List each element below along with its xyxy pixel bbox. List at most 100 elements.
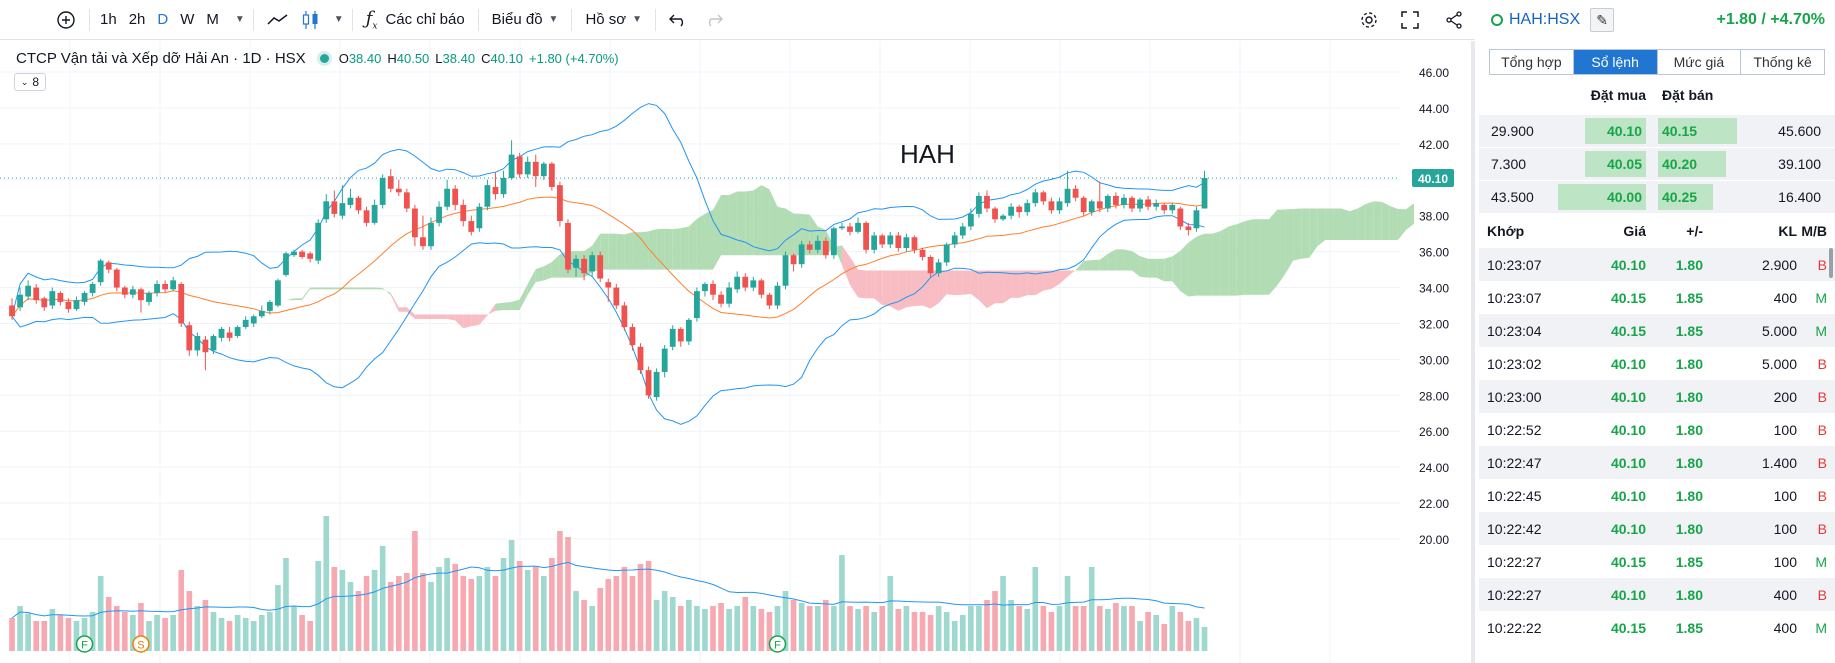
profile-menu-button[interactable]: Hồ sơ ▼ (576, 0, 651, 40)
candle-style-button[interactable] (298, 0, 324, 40)
share-button[interactable] (1431, 0, 1475, 40)
volume-bar (218, 618, 225, 651)
interval-m[interactable]: M (206, 11, 219, 28)
tab-2[interactable]: Mức giá (1657, 50, 1742, 74)
interval-1h[interactable]: 1h (100, 11, 117, 28)
undo-button[interactable] (660, 0, 696, 40)
candle-body (565, 222, 571, 270)
trade-row[interactable]: 10:22:27 40.10 1.80 400 B (1479, 578, 1835, 611)
volume-bar (549, 558, 555, 651)
trade-price: 40.10 (1610, 421, 1646, 438)
candle-body (347, 197, 354, 205)
candle (782, 251, 789, 290)
candle-body (734, 276, 741, 290)
price-chart[interactable]: FSFFF46.0044.0042.0040.0038.0036.0034.00… (0, 41, 1471, 663)
tab-1[interactable]: Sổ lệnh (1573, 50, 1658, 74)
volume-bar (839, 555, 845, 651)
trades-list[interactable]: 10:23:07 40.10 1.80 2.900 B 10:23:07 40.15 1.85… (1479, 248, 1835, 644)
trade-price: 40.10 (1610, 355, 1646, 372)
interval-2h[interactable]: 2h (128, 11, 146, 28)
volume-bar (339, 570, 346, 651)
candle (1161, 203, 1168, 214)
trade-row[interactable]: 10:22:27 40.15 1.85 100 M (1479, 545, 1835, 578)
trade-row[interactable]: 10:23:02 40.10 1.80 5.000 B (1479, 347, 1835, 380)
candle-body (1008, 206, 1015, 216)
volume-bar (750, 606, 757, 651)
event-marker[interactable]: S (132, 635, 150, 653)
ichimoku-cloud (221, 185, 1415, 329)
cloud-segment (1131, 251, 1141, 277)
indicator-count: 8 (32, 75, 40, 89)
event-marker[interactable]: F (768, 635, 787, 653)
volume-bar (363, 576, 370, 651)
candle (1104, 194, 1111, 213)
cloud-segment (1228, 224, 1237, 296)
orderbook-row[interactable]: 43.500 40.00 40.25 16.400 (1479, 181, 1835, 213)
chart-menu-button[interactable]: Biểu đồ ▼ (483, 0, 568, 40)
scrollbar[interactable] (1829, 248, 1833, 278)
trade-change: 1.80 (1675, 586, 1703, 603)
interval-d[interactable]: D (157, 11, 169, 28)
cloud-segment (1035, 270, 1044, 296)
tab-3[interactable]: Thống kê (1741, 50, 1824, 74)
indicators-toggle[interactable]: ⌄ 8 (14, 73, 46, 91)
volume-bar (202, 600, 209, 651)
candle-body (138, 289, 144, 301)
trade-row[interactable]: 10:23:00 40.10 1.80 200 B (1479, 380, 1835, 413)
trade-row[interactable]: 10:22:42 40.10 1.80 100 B (1479, 512, 1835, 545)
cloud-segment (374, 287, 383, 290)
volume-bar (710, 606, 716, 651)
symbol-label[interactable]: HAH:HSX (1509, 11, 1581, 28)
orderbook-row[interactable]: 7.300 40.05 40.20 39.100 (1479, 148, 1835, 180)
trade-row[interactable]: 10:22:47 40.10 1.80 1.400 B (1479, 446, 1835, 479)
volume-bar (267, 612, 273, 651)
trade-row[interactable]: 10:23:07 40.10 1.80 2.900 B (1479, 248, 1835, 281)
candle-body (927, 257, 934, 274)
interval-w[interactable]: W (180, 11, 195, 28)
candle (1137, 197, 1143, 213)
interval-dropdown[interactable]: ▼ (225, 0, 249, 40)
candle-body (621, 305, 628, 328)
event-marker[interactable]: F (75, 635, 94, 653)
volume-bar (1032, 567, 1039, 651)
orderbook-row[interactable]: 29.900 40.10 40.15 45.600 (1479, 115, 1835, 147)
price-axis[interactable]: 46.0044.0042.0040.0038.0036.0034.0032.00… (1412, 66, 1454, 547)
volume-bar (226, 621, 233, 651)
edit-symbol-button[interactable]: ✎ (1590, 8, 1615, 32)
redo-button[interactable] (696, 0, 732, 40)
trade-row[interactable]: 10:22:45 40.10 1.80 100 B (1479, 479, 1835, 512)
chart-style-dropdown[interactable]: ▼ (324, 0, 348, 40)
cloud-segment (294, 298, 303, 301)
indicators-button[interactable]: ƒx Các chỉ báo (357, 0, 474, 40)
toolbar-divider (655, 8, 657, 31)
volume-bar (371, 570, 378, 651)
trade-row[interactable]: 10:23:07 40.15 1.85 400 M (1479, 281, 1835, 314)
cloud-segment (1115, 249, 1124, 271)
trade-side: M (1815, 553, 1827, 570)
candle-body (49, 291, 56, 306)
trade-row[interactable]: 10:22:22 40.15 1.85 400 M (1479, 611, 1835, 644)
cloud-segment (398, 307, 407, 312)
volume-bar (540, 576, 547, 651)
price-tick-label: 46.00 (1419, 66, 1449, 80)
tab-0[interactable]: Tổng hợp (1490, 50, 1574, 74)
volume-bar (661, 591, 668, 651)
candle-body (9, 305, 15, 317)
candle-body (669, 328, 676, 347)
volume-bar (122, 612, 128, 651)
add-symbol-button[interactable] (0, 0, 85, 40)
candle-body (702, 283, 708, 292)
trade-row[interactable]: 10:22:52 40.10 1.80 100 B (1479, 413, 1835, 446)
candle-body (830, 228, 837, 256)
settings-button[interactable] (1349, 0, 1389, 40)
trade-row[interactable]: 10:23:04 40.15 1.85 5.000 M (1479, 314, 1835, 347)
event-marker-circle (75, 635, 94, 653)
line-style-button[interactable] (258, 0, 298, 40)
candle (943, 242, 950, 266)
fullscreen-button[interactable] (1389, 0, 1431, 40)
cloud-segment (1019, 270, 1028, 298)
chart-area[interactable]: FSFFF46.0044.0042.0040.0038.0036.0034.00… (0, 41, 1475, 663)
cloud-segment (1059, 270, 1068, 284)
candle-body (903, 237, 910, 249)
candle (524, 156, 531, 178)
